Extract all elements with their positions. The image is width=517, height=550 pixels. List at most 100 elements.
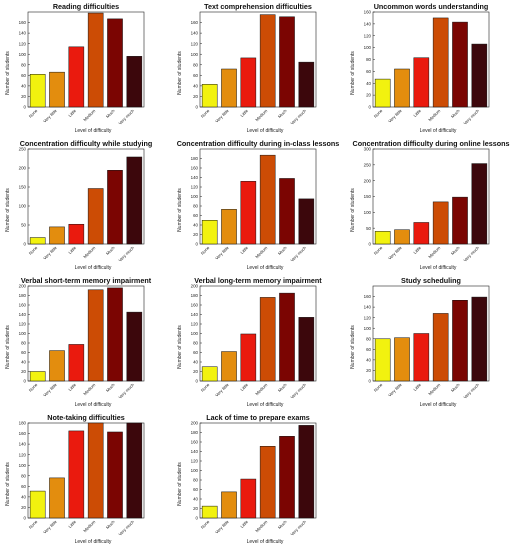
x-tick-label: Very much <box>118 245 136 263</box>
y-tick-label: 20 <box>366 93 371 98</box>
y-tick-label: 160 <box>191 166 199 171</box>
bar <box>29 490 46 519</box>
x-tick-label: None <box>28 382 39 393</box>
chart-title: Verbal long-term memory impairment <box>194 276 322 285</box>
y-tick-label: 0 <box>196 105 199 110</box>
bar <box>201 366 218 382</box>
y-tick-label: 160 <box>19 20 27 25</box>
x-axis-label: Level of difficulty <box>74 539 112 545</box>
y-tick-label: 0 <box>369 379 372 384</box>
y-tick-label: 80 <box>193 341 198 346</box>
y-tick-label: 180 <box>191 156 199 161</box>
plot-frame <box>199 11 317 108</box>
y-tick-label: 120 <box>19 322 27 327</box>
y-tick-label: 120 <box>191 459 199 464</box>
chart-panel: 0 50 100 150 200 250 300 None Very little Little M… <box>345 137 517 274</box>
y-tick-label: 140 <box>19 442 27 447</box>
y-tick-label: 180 <box>191 293 199 298</box>
bar-chart: 0 20 40 60 80 100 120 140 160 180 200 None Very litt… <box>19 284 145 400</box>
x-axis-label: Level of difficulty <box>246 402 284 408</box>
x-tick-label: Little <box>412 382 422 392</box>
chart-panel: 0 20 40 60 80 100 120 140 160 None Very little Litt… <box>172 0 344 137</box>
x-tick-label: Much <box>277 382 288 393</box>
x-axis-label: Level of difficulty <box>246 265 284 271</box>
y-tick-label: 0 <box>24 516 27 521</box>
bar <box>279 292 295 382</box>
y-tick-label: 40 <box>193 83 198 88</box>
bar <box>279 436 295 519</box>
x-axis-label: Level of difficulty <box>419 265 457 271</box>
x-axis-label: Level of difficulty <box>74 265 112 271</box>
y-axis-label: Number of students <box>350 188 356 232</box>
x-tick-label: Much <box>105 382 116 393</box>
y-tick-label: 200 <box>364 178 372 183</box>
y-tick-label: 80 <box>366 57 371 62</box>
y-tick-label: 60 <box>21 350 26 355</box>
y-tick-label: 150 <box>19 185 27 190</box>
bar <box>279 178 295 245</box>
chart-title: Concentration difficulty during in-class… <box>176 139 340 148</box>
chart-title: Study scheduling <box>401 276 461 285</box>
x-axis-label: Level of difficulty <box>246 539 284 545</box>
x-tick-label: Little <box>239 519 249 529</box>
bar <box>87 289 104 382</box>
x-tick-label: Medium <box>427 382 441 396</box>
bar <box>432 17 449 108</box>
bar-chart: 0 20 40 60 80 100 120 140 160 180 None Very little L… <box>191 148 317 263</box>
x-axis-label: Level of difficulty <box>246 128 284 134</box>
y-tick-label: 100 <box>364 210 372 215</box>
bar <box>29 237 46 245</box>
plot-frame <box>27 148 145 245</box>
y-tick-label: 140 <box>19 312 27 317</box>
y-tick-label: 40 <box>193 223 198 228</box>
x-tick-label: Very much <box>290 245 308 263</box>
y-tick-label: 120 <box>191 322 199 327</box>
plot-frame <box>27 422 145 519</box>
x-tick-label: Very little <box>214 519 230 535</box>
x-tick-label: Very much <box>118 519 136 537</box>
y-tick-label: 80 <box>366 336 371 341</box>
y-axis-label: Number of students <box>350 51 356 95</box>
x-tick-label: None <box>28 245 39 256</box>
y-tick-label: 100 <box>191 194 199 199</box>
chart-title: Verbal short-term memory impairment <box>20 276 152 285</box>
y-tick-label: 120 <box>19 41 27 46</box>
y-tick-label: 40 <box>21 360 26 365</box>
bar <box>298 198 315 245</box>
x-tick-label: Medium <box>427 245 441 259</box>
y-tick-label: 0 <box>369 242 372 247</box>
y-tick-label: 140 <box>364 21 372 26</box>
y-tick-label: 200 <box>19 166 27 171</box>
y-tick-label: 60 <box>193 213 198 218</box>
bar <box>374 338 391 382</box>
y-tick-label: 160 <box>364 294 372 299</box>
bar <box>259 297 276 382</box>
x-tick-label: None <box>28 108 39 119</box>
y-tick-label: 100 <box>19 52 27 57</box>
x-tick-label: Little <box>412 245 422 255</box>
x-tick-label: Very little <box>42 519 58 535</box>
x-tick-label: Very much <box>290 519 308 537</box>
y-tick-label: 150 <box>364 194 372 199</box>
x-tick-label: None <box>28 519 39 530</box>
y-tick-label: 250 <box>364 162 372 167</box>
chart-panel: 0 50 100 150 200 250 None Very little Little Medi… <box>0 137 172 274</box>
y-tick-label: 140 <box>191 312 199 317</box>
bar <box>107 431 123 519</box>
x-axis-label: Level of difficulty <box>419 128 457 134</box>
plot-frame <box>372 285 490 382</box>
chart-title: Uncommon words understanding <box>373 2 489 11</box>
bar <box>394 68 410 108</box>
bar <box>221 68 237 108</box>
x-tick-label: Little <box>67 519 77 529</box>
y-axis-label: Number of students <box>177 188 183 232</box>
y-axis-label: Number of students <box>5 325 11 369</box>
x-tick-label: Much <box>105 108 116 119</box>
bar <box>49 226 65 245</box>
bar <box>259 14 276 108</box>
y-tick-label: 20 <box>193 232 198 237</box>
y-tick-label: 80 <box>21 62 26 67</box>
x-tick-label: Much <box>450 108 461 119</box>
y-tick-label: 60 <box>21 73 26 78</box>
x-tick-label: Very much <box>463 245 481 263</box>
